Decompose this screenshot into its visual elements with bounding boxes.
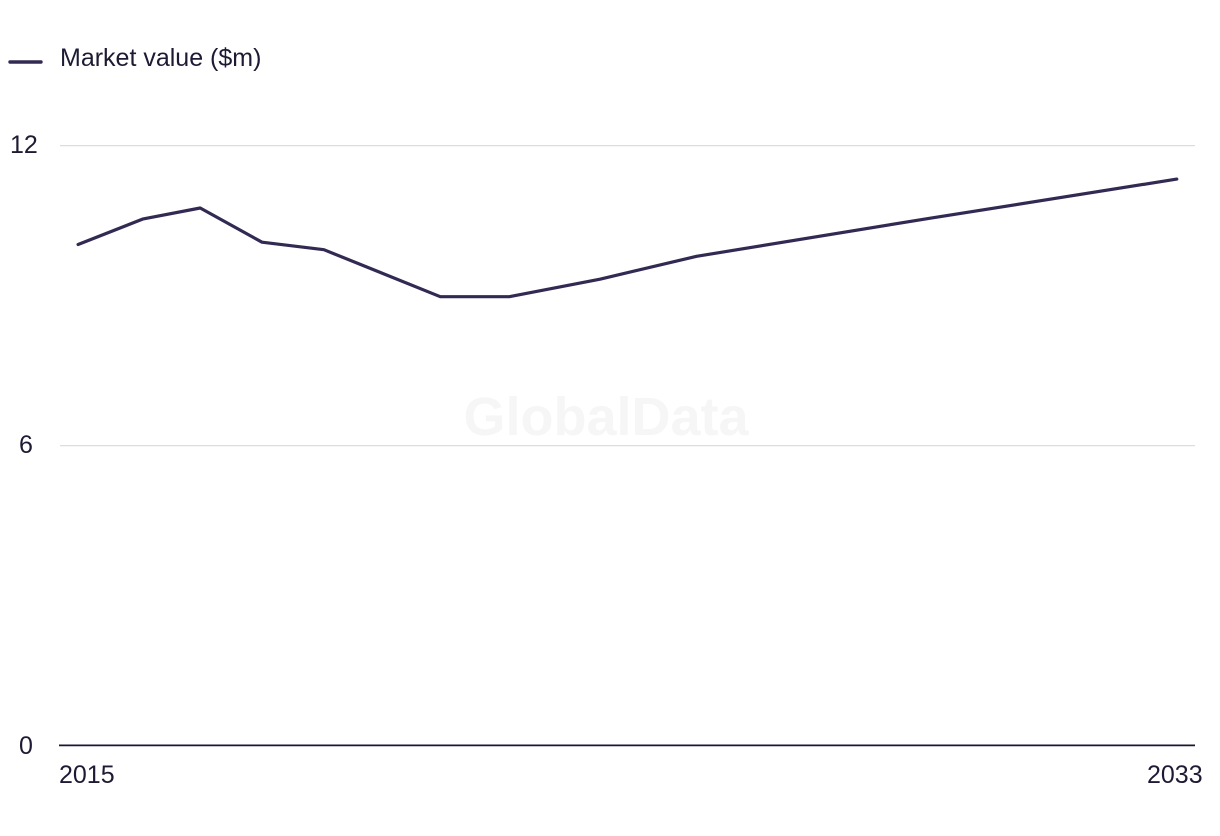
svg-text:GlobalData: GlobalData <box>463 387 749 447</box>
